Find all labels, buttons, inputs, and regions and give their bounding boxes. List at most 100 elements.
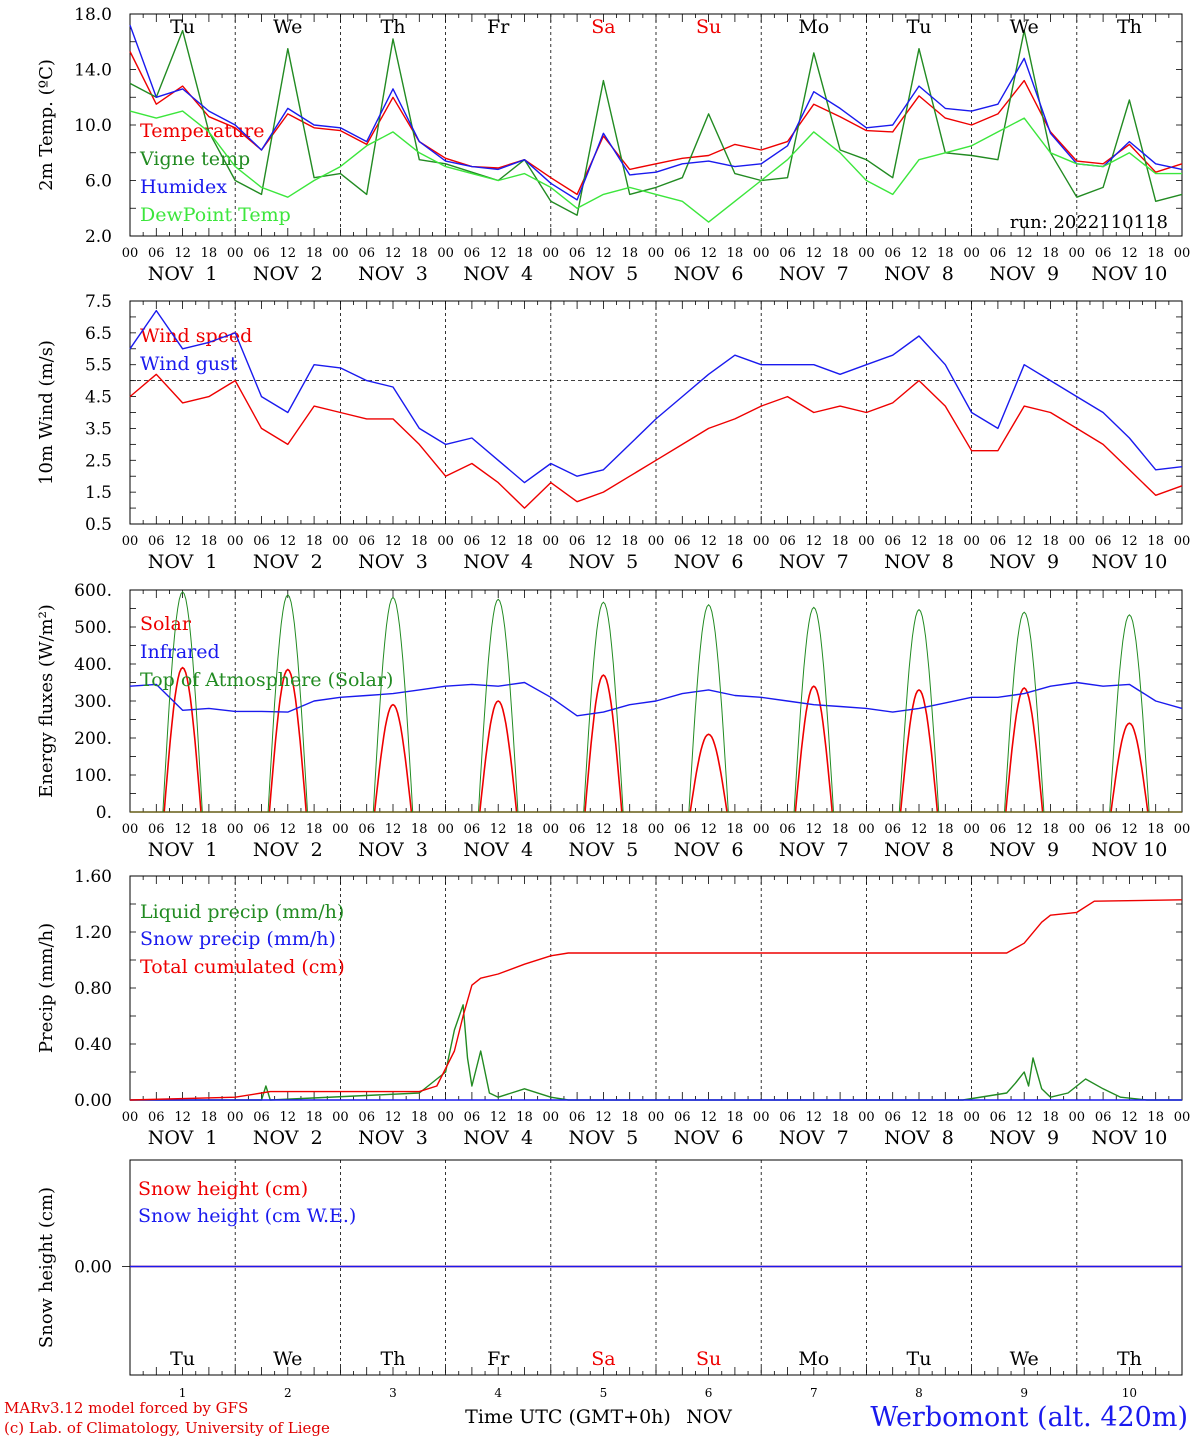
hour-tick-label: 00 xyxy=(1174,822,1191,837)
legend-entry: Snow height (cm) xyxy=(138,1178,308,1200)
hour-tick-label: 12 xyxy=(280,246,297,261)
y-tick-label: 6.0 xyxy=(85,172,112,192)
series-top-of-atmosphere-solar-day-2 xyxy=(267,594,308,813)
series-top-of-atmosphere-solar-day-1 xyxy=(162,591,203,813)
hour-tick-label: 18 xyxy=(621,1110,638,1125)
hour-tick-label: 00 xyxy=(858,1110,875,1125)
hour-tick-label: 18 xyxy=(727,1110,744,1125)
hour-tick-label: 12 xyxy=(280,534,297,549)
hour-tick-label: 00 xyxy=(227,534,244,549)
legend-entry: Vigne temp xyxy=(139,148,250,170)
hour-tick-label: 18 xyxy=(1042,534,1059,549)
hour-tick-label: 12 xyxy=(490,822,507,837)
day-name-top: Tu xyxy=(907,16,932,38)
hour-tick-label: 06 xyxy=(779,1110,796,1125)
date-label: NOV 3 xyxy=(358,1127,428,1149)
date-label: NOV 6 xyxy=(674,839,744,861)
date-label: NOV 3 xyxy=(358,839,428,861)
day-number: 9 xyxy=(1020,1386,1028,1400)
hour-tick-label: 00 xyxy=(1069,822,1086,837)
hour-tick-label: 06 xyxy=(884,534,901,549)
date-label: NOV 7 xyxy=(779,551,849,573)
hour-tick-label: 12 xyxy=(490,246,507,261)
series-solar-day-9 xyxy=(1005,687,1044,813)
series-solar-day-3 xyxy=(373,703,413,813)
date-label: NOV 4 xyxy=(463,839,533,861)
hour-tick-label: 06 xyxy=(358,246,375,261)
day-number: 4 xyxy=(494,1386,502,1400)
hour-tick-label: 06 xyxy=(1095,822,1112,837)
hour-tick-label: 12 xyxy=(806,1110,823,1125)
date-label: NOV 1 xyxy=(148,839,218,861)
hour-tick-label: 06 xyxy=(569,822,586,837)
hour-tick-label: 12 xyxy=(385,534,402,549)
hour-tick-label: 06 xyxy=(358,822,375,837)
date-label: NOV 4 xyxy=(463,551,533,573)
hour-tick-label: 00 xyxy=(227,822,244,837)
day-number: 10 xyxy=(1122,1386,1137,1400)
hour-tick-label: 06 xyxy=(990,246,1007,261)
day-name-top: Th xyxy=(1117,16,1142,38)
series-top-of-atmosphere-solar-day-7 xyxy=(793,606,834,813)
series-top-of-atmosphere-solar-day-3 xyxy=(372,596,414,813)
hour-tick-label: 00 xyxy=(227,1110,244,1125)
hour-tick-label: 18 xyxy=(201,246,218,261)
series-solar-day-2 xyxy=(268,668,307,813)
hour-tick-label: 06 xyxy=(990,822,1007,837)
hour-tick-label: 06 xyxy=(674,246,691,261)
hour-tick-label: 12 xyxy=(911,246,928,261)
hour-tick-label: 00 xyxy=(963,534,980,549)
y-axis-label: Precip (mm/h) xyxy=(36,923,57,1053)
hour-tick-label: 18 xyxy=(621,534,638,549)
hour-tick-label: 12 xyxy=(911,534,928,549)
hour-tick-label: 06 xyxy=(253,822,270,837)
hour-tick-label: 06 xyxy=(569,1110,586,1125)
hour-tick-label: 12 xyxy=(700,1110,717,1125)
hour-tick-label: 18 xyxy=(306,822,323,837)
hour-tick-label: 12 xyxy=(385,822,402,837)
hour-tick-label: 18 xyxy=(1042,1110,1059,1125)
date-label: NOV 8 xyxy=(884,1127,954,1149)
hour-tick-label: 12 xyxy=(700,534,717,549)
day-name-top: Sa xyxy=(591,16,615,38)
series-infrared xyxy=(129,681,1183,717)
y-tick-label: 1.20 xyxy=(74,923,112,943)
hour-tick-label: 18 xyxy=(1147,534,1164,549)
day-name-top: Th xyxy=(381,16,406,38)
hour-tick-label: 06 xyxy=(1095,246,1112,261)
y-tick-label: 14.0 xyxy=(74,61,112,81)
day-number: 3 xyxy=(389,1386,397,1400)
hour-tick-label: 18 xyxy=(516,246,533,261)
hour-tick-label: 18 xyxy=(832,534,849,549)
hour-tick-label: 18 xyxy=(1042,822,1059,837)
y-tick-label: 10.0 xyxy=(74,116,112,136)
hour-tick-label: 18 xyxy=(411,822,428,837)
date-label: NOV 4 xyxy=(463,1127,533,1149)
hour-tick-label: 12 xyxy=(280,822,297,837)
hour-tick-label: 06 xyxy=(990,1110,1007,1125)
day-name-top: Tu xyxy=(170,16,195,38)
hour-tick-label: 00 xyxy=(1174,534,1191,549)
hour-tick-label: 06 xyxy=(1095,534,1112,549)
date-label: NOV 7 xyxy=(779,263,849,285)
legend-entry: Humidex xyxy=(140,176,227,198)
hour-tick-label: 00 xyxy=(543,246,560,261)
hour-tick-label: 12 xyxy=(911,822,928,837)
hour-tick-label: 00 xyxy=(858,822,875,837)
series-top-of-atmosphere-solar-day-5 xyxy=(583,601,624,813)
day-name-top: Su xyxy=(696,16,721,38)
hour-tick-label: 00 xyxy=(1069,1110,1086,1125)
hour-tick-label: 00 xyxy=(332,1110,349,1125)
hour-tick-label: 12 xyxy=(174,246,191,261)
date-label: NOV 2 xyxy=(253,551,323,573)
date-label: NOV 10 xyxy=(1091,839,1167,861)
hour-tick-label: 18 xyxy=(306,246,323,261)
hour-tick-label: 00 xyxy=(963,246,980,261)
hour-tick-label: 18 xyxy=(1147,246,1164,261)
legend-entry: Infrared xyxy=(140,641,220,663)
hour-tick-label: 00 xyxy=(122,822,139,837)
hour-tick-label: 18 xyxy=(411,1110,428,1125)
series-top-of-atmosphere-solar-day-9 xyxy=(1004,611,1045,813)
y-tick-label: 4.5 xyxy=(85,388,112,408)
